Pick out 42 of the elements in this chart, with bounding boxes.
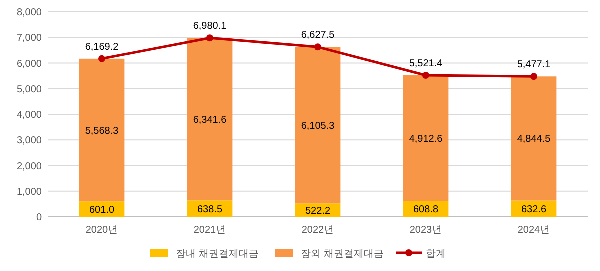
data-label: 6,169.2 bbox=[85, 42, 120, 53]
x-tick-label: 2022년 bbox=[302, 225, 334, 236]
y-tick-label: 5,000 bbox=[16, 84, 42, 96]
bar bbox=[511, 76, 557, 201]
point bbox=[314, 44, 322, 51]
y-tick-label: 7,000 bbox=[16, 33, 42, 44]
x-tick-label: 2021년 bbox=[194, 225, 226, 236]
legend-label: 합계 bbox=[426, 249, 446, 260]
data-label: 5,477.1 bbox=[517, 60, 552, 71]
legend-label: 장내 채권결제대금 bbox=[176, 249, 259, 260]
y-tick-label: 3,000 bbox=[16, 136, 42, 147]
y-tick-label: 8,000 bbox=[16, 8, 42, 18]
x-tick-label: 2023년 bbox=[410, 225, 442, 236]
data-label: 6,980.1 bbox=[193, 21, 228, 32]
data-label: 6,105.3 bbox=[301, 120, 336, 132]
data-label: 632.6 bbox=[521, 204, 547, 216]
point bbox=[422, 72, 430, 80]
data-label: 6,341.6 bbox=[193, 114, 228, 126]
data-label: 4,844.5 bbox=[517, 134, 552, 146]
bar bbox=[187, 38, 233, 201]
data-label: 5,521.4 bbox=[409, 58, 444, 70]
y-tick-label: 4,000 bbox=[16, 110, 42, 121]
bar bbox=[79, 58, 125, 202]
data-label: 601.0 bbox=[89, 204, 115, 216]
x-tick-label: 2024년 bbox=[518, 225, 550, 236]
data-label: 608.8 bbox=[413, 204, 439, 216]
y-tick-label: 6,000 bbox=[16, 58, 42, 70]
y-tick-label: 2,000 bbox=[16, 161, 42, 172]
bar bbox=[403, 76, 449, 202]
point bbox=[530, 73, 538, 80]
legend-label: 장외 채권결제대금 bbox=[301, 249, 384, 260]
bar bbox=[295, 47, 341, 204]
y-tick-label: 0 bbox=[36, 212, 42, 224]
point bbox=[98, 55, 106, 62]
data-label: 4,912.6 bbox=[409, 134, 444, 145]
data-label: 5,568.3 bbox=[85, 126, 120, 137]
data-label: 638.5 bbox=[197, 204, 223, 216]
y-tick-label: 1,000 bbox=[16, 186, 42, 198]
x-tick-label: 2020년 bbox=[86, 225, 118, 236]
data-label: 6,627.5 bbox=[301, 30, 336, 42]
point bbox=[206, 34, 214, 42]
data-label: 522.2 bbox=[305, 206, 331, 217]
